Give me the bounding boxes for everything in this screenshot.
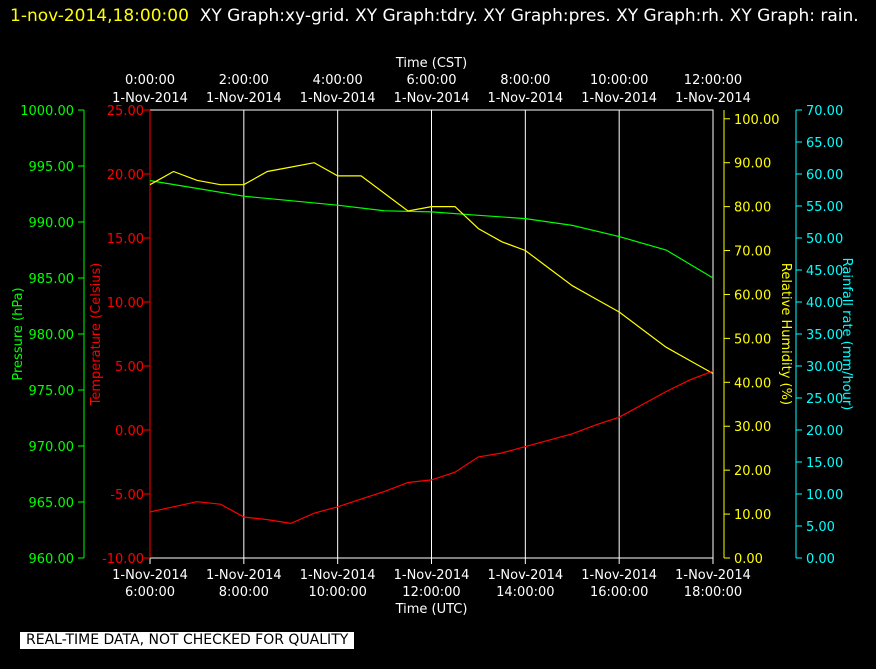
rainfall-tick-label: 40.00 bbox=[806, 296, 843, 311]
temperature-tick-label: 15.00 bbox=[107, 232, 144, 247]
humidity-tick-label: 0.00 bbox=[734, 552, 763, 567]
x-bottom-tick-time: 8:00:00 bbox=[219, 585, 269, 600]
x-top-tick-time: 4:00:00 bbox=[313, 73, 363, 88]
pressure-tick-label: 965.00 bbox=[29, 496, 75, 511]
temperature-tick-label: 25.00 bbox=[107, 104, 144, 119]
x-bottom-axis-label: Time (UTC) bbox=[395, 602, 468, 617]
humidity-tick-label: 10.00 bbox=[734, 508, 771, 523]
temperature-tick-label: 20.00 bbox=[107, 168, 144, 183]
rainfall-tick-label: 65.00 bbox=[806, 136, 843, 151]
x-top-tick-time: 10:00:00 bbox=[590, 73, 648, 88]
x-bottom-tick-time: 14:00:00 bbox=[496, 585, 554, 600]
pressure-tick-label: 990.00 bbox=[29, 216, 75, 231]
x-top-tick-date: 1-Nov-2014 bbox=[581, 91, 657, 106]
rainfall-tick-label: 55.00 bbox=[806, 200, 843, 215]
x-top-axis-label: Time (CST) bbox=[395, 56, 467, 71]
pressure-tick-label: 995.00 bbox=[29, 160, 75, 175]
header-timestamp: 1-nov-2014,18:00:00 bbox=[10, 6, 189, 26]
x-bottom-tick-date: 1-Nov-2014 bbox=[300, 568, 376, 583]
x-bottom-tick-time: 10:00:00 bbox=[308, 585, 366, 600]
humidity-axis-title: Relative Humidity (%) bbox=[778, 263, 793, 405]
humidity-tick-label: 100.00 bbox=[734, 113, 780, 128]
humidity-tick-label: 70.00 bbox=[734, 245, 771, 260]
x-top-tick-date: 1-Nov-2014 bbox=[487, 91, 563, 106]
rainfall-tick-label: 60.00 bbox=[806, 168, 843, 183]
header-graph-list: XY Graph:xy-grid. XY Graph:tdry. XY Grap… bbox=[199, 6, 859, 26]
pressure-tick-label: 960.00 bbox=[29, 552, 75, 567]
humidity-tick-label: 90.00 bbox=[734, 157, 771, 172]
temperature-series-line bbox=[149, 370, 714, 525]
temperature-tick-label: -5.00 bbox=[110, 488, 144, 503]
temperature-tick-label: 5.00 bbox=[115, 360, 144, 375]
x-top-tick-date: 1-Nov-2014 bbox=[206, 91, 282, 106]
quality-notice: REAL-TIME DATA, NOT CHECKED FOR QUALITY bbox=[20, 632, 355, 649]
x-top-tick-time: 6:00:00 bbox=[406, 73, 456, 88]
rainfall-axis-title: Rainfall rate (mm/hour) bbox=[839, 258, 854, 411]
rainfall-tick-label: 45.00 bbox=[806, 264, 843, 279]
pressure-axis-title: Pressure (hPa) bbox=[11, 287, 26, 380]
x-top-tick-time: 12:00:00 bbox=[684, 73, 742, 88]
humidity-tick-label: 30.00 bbox=[734, 420, 771, 435]
rainfall-tick-label: 15.00 bbox=[806, 456, 843, 471]
rainfall-tick-label: 0.00 bbox=[806, 552, 835, 567]
humidity-tick-label: 80.00 bbox=[734, 201, 771, 216]
pressure-tick-label: 970.00 bbox=[29, 440, 75, 455]
humidity-series-line bbox=[149, 162, 714, 375]
x-bottom-tick-date: 1-Nov-2014 bbox=[581, 568, 657, 583]
x-bottom-tick-time: 6:00:00 bbox=[125, 585, 175, 600]
x-bottom-tick-date: 1-Nov-2014 bbox=[394, 568, 470, 583]
pressure-tick-label: 980.00 bbox=[29, 328, 75, 343]
humidity-tick-label: 20.00 bbox=[734, 464, 771, 479]
pressure-tick-label: 975.00 bbox=[29, 384, 75, 399]
x-top-tick-time: 8:00:00 bbox=[500, 73, 550, 88]
x-top-tick-date: 1-Nov-2014 bbox=[394, 91, 470, 106]
pressure-tick-label: 985.00 bbox=[29, 272, 75, 287]
x-bottom-tick-date: 1-Nov-2014 bbox=[112, 568, 188, 583]
x-bottom-tick-date: 1-Nov-2014 bbox=[206, 568, 282, 583]
header-title: 1-nov-2014,18:00:00 XY Graph:xy-grid. XY… bbox=[10, 2, 860, 31]
rainfall-tick-label: 10.00 bbox=[806, 488, 843, 503]
x-bottom-tick-date: 1-Nov-2014 bbox=[675, 568, 751, 583]
x-top-tick-time: 0:00:00 bbox=[125, 73, 175, 88]
pressure-series-line bbox=[149, 180, 714, 279]
pressure-tick-label: 1000.00 bbox=[20, 104, 74, 119]
humidity-tick-label: 60.00 bbox=[734, 288, 771, 303]
rainfall-tick-label: 30.00 bbox=[806, 360, 843, 375]
x-bottom-tick-date: 1-Nov-2014 bbox=[487, 568, 563, 583]
x-bottom-tick-time: 16:00:00 bbox=[590, 585, 648, 600]
rainfall-tick-label: 35.00 bbox=[806, 328, 843, 343]
x-top-tick-date: 1-Nov-2014 bbox=[112, 91, 188, 106]
temperature-tick-label: 10.00 bbox=[107, 296, 144, 311]
rainfall-tick-label: 50.00 bbox=[806, 232, 843, 247]
rainfall-tick-label: 5.00 bbox=[806, 520, 835, 535]
humidity-tick-label: 50.00 bbox=[734, 332, 771, 347]
x-bottom-tick-time: 12:00:00 bbox=[402, 585, 460, 600]
x-top-tick-date: 1-Nov-2014 bbox=[675, 91, 751, 106]
x-top-tick-time: 2:00:00 bbox=[219, 73, 269, 88]
temperature-tick-label: 0.00 bbox=[115, 424, 144, 439]
humidity-tick-label: 40.00 bbox=[734, 376, 771, 391]
rainfall-tick-label: 70.00 bbox=[806, 104, 843, 119]
x-top-tick-date: 1-Nov-2014 bbox=[300, 91, 376, 106]
rainfall-tick-label: 20.00 bbox=[806, 424, 843, 439]
temperature-axis-title: Temperature (Celsius) bbox=[89, 263, 104, 407]
x-bottom-tick-time: 18:00:00 bbox=[684, 585, 742, 600]
rainfall-tick-label: 25.00 bbox=[806, 392, 843, 407]
temperature-tick-label: -10.00 bbox=[102, 552, 144, 567]
